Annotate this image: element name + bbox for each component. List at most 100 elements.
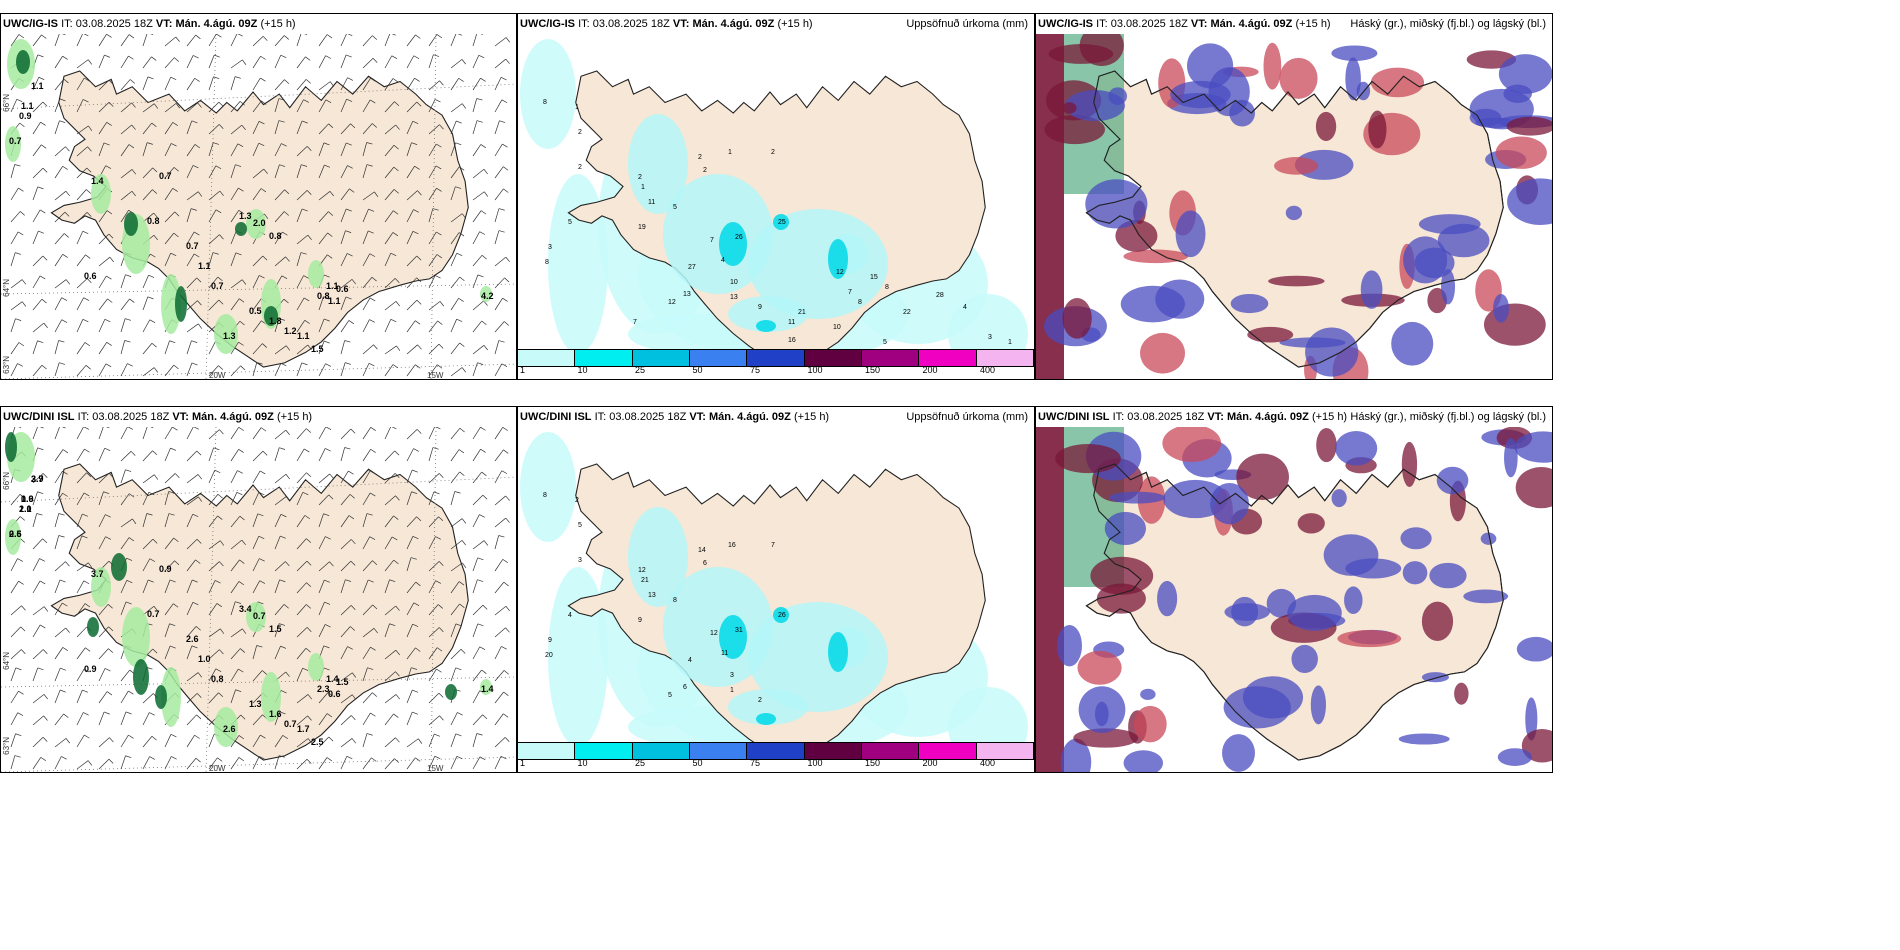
wind-barb <box>230 470 243 484</box>
cloud-patch <box>1055 443 1121 474</box>
legend-swatch <box>747 350 805 366</box>
wind-barb <box>362 427 376 440</box>
wind-barb <box>208 299 224 311</box>
precip-blob <box>124 212 138 236</box>
wind-barb <box>384 495 400 506</box>
wind-barb <box>230 279 247 289</box>
value-label: 1.4 <box>91 176 104 186</box>
legend-tick: 25 <box>635 365 646 375</box>
wind-barb <box>274 429 290 440</box>
value-label: 2 <box>771 149 775 156</box>
wind-barb <box>384 364 399 377</box>
wind-barb <box>230 341 244 355</box>
wind-barb <box>340 34 353 47</box>
wind-barb <box>274 79 290 91</box>
wind-barb <box>340 165 353 179</box>
wind-barb <box>428 124 444 135</box>
wind-barb <box>274 711 286 726</box>
wind-barb <box>472 362 484 377</box>
wind-barb <box>340 447 351 462</box>
wind-barb <box>32 101 48 113</box>
wind-barb <box>494 363 508 377</box>
legend-tick: 75 <box>750 365 761 375</box>
wind-barb <box>494 691 509 704</box>
wind-barb <box>274 318 285 333</box>
wind-barb <box>230 124 246 135</box>
wind-barb <box>164 364 179 377</box>
value-label: 4 <box>721 257 725 264</box>
wind-barb <box>230 539 246 550</box>
value-label: 8 <box>545 259 549 266</box>
wind-barb <box>296 472 312 484</box>
value-label: 2.0 <box>253 218 266 228</box>
precip-title: Uppsöfnuð úrkoma (mm) <box>906 18 1028 30</box>
wind-barb <box>252 427 267 440</box>
wind-barb <box>296 627 312 638</box>
wind-barb <box>142 76 154 91</box>
precip-area <box>719 214 848 332</box>
wind-barb <box>76 297 90 311</box>
wind-barb <box>98 363 112 377</box>
cloud-patch <box>1421 601 1454 642</box>
value-label: 28 <box>936 292 944 299</box>
precip-blob <box>719 615 747 659</box>
value-label: 2.5 <box>311 737 324 747</box>
wind-barb <box>186 55 199 69</box>
value-label: 16 <box>728 542 736 549</box>
wind-barb <box>10 318 22 333</box>
wind-barb <box>252 343 268 355</box>
wind-barb <box>76 734 90 748</box>
wind-barb <box>406 667 418 682</box>
wind-barb <box>318 296 330 311</box>
wind-barb <box>274 362 287 377</box>
wind-barb <box>120 601 132 616</box>
wind-barb <box>186 208 197 223</box>
wind-barb <box>494 470 508 484</box>
wind-barb <box>10 187 24 201</box>
legend-tick: 150 <box>865 758 881 768</box>
wind-barb <box>230 34 243 47</box>
precip-area <box>628 114 888 332</box>
wind-barb <box>76 492 90 506</box>
wind-barb <box>362 492 376 506</box>
value-label: 2 <box>703 167 707 174</box>
wind-barb <box>164 447 177 462</box>
value-label: 8 <box>858 299 862 306</box>
cloud-band <box>1036 427 1064 772</box>
wind-barb <box>142 296 154 311</box>
cloud-patch <box>1316 427 1337 463</box>
value-label: 7 <box>771 542 775 549</box>
wind-barb <box>340 605 356 616</box>
panel-title: UWC/IG-IS IT: 03.08.2025 18Z VT: Mán. 4.… <box>1036 14 1552 34</box>
value-label: 2.1 <box>19 504 32 514</box>
wind-barbs <box>10 34 511 377</box>
precip-blob <box>756 713 776 725</box>
precip-blob <box>828 632 848 672</box>
value-label: 0.9 <box>159 564 172 574</box>
wind-barb <box>186 672 203 682</box>
cloud-patch <box>1507 178 1552 226</box>
wind-barb <box>164 560 180 572</box>
wind-barb <box>252 580 266 594</box>
wind-barb <box>472 231 486 245</box>
wind-barb <box>186 253 200 267</box>
wind-barb <box>120 340 131 355</box>
value-label: 5 <box>673 204 677 211</box>
wind-barb <box>76 318 89 333</box>
wind-barb <box>296 297 310 311</box>
wind-barb <box>296 208 308 223</box>
wind-barb <box>98 491 110 506</box>
wind-barb <box>428 165 442 179</box>
wind-barb <box>384 124 400 135</box>
wind-barb <box>472 494 488 506</box>
value-label: 21 <box>641 577 649 584</box>
wind-barb <box>164 537 179 550</box>
wind-barb <box>208 54 220 69</box>
wind-barb <box>230 298 245 311</box>
wind-barb <box>230 735 245 748</box>
wind-barb <box>54 340 65 355</box>
wind-barb <box>362 363 375 377</box>
cloud-patch <box>1495 136 1547 169</box>
value-label: 2 <box>578 164 582 171</box>
wind-barb <box>450 540 466 550</box>
